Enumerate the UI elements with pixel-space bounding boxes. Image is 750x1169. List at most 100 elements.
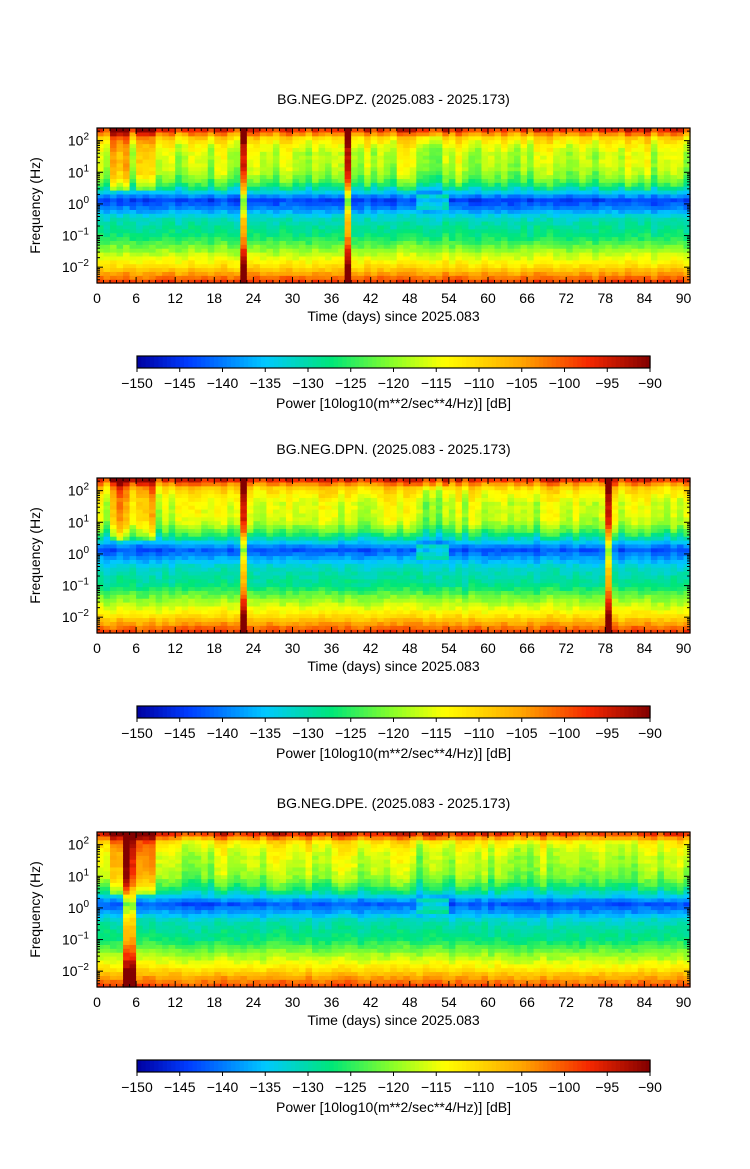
heatmap-cell	[201, 497, 209, 502]
heatmap-cell	[553, 252, 561, 257]
heatmap-cell	[572, 279, 580, 284]
heatmap-cell	[194, 574, 202, 580]
heatmap-cell	[194, 244, 202, 249]
heatmap-cell	[168, 252, 176, 257]
heatmap-cell	[663, 224, 672, 230]
heatmap-cell	[233, 224, 241, 230]
heatmap-cell	[292, 255, 300, 261]
heatmap-cell	[136, 248, 144, 253]
heatmap-cell	[409, 205, 417, 210]
heatmap-cell	[110, 236, 118, 241]
heatmap-cell	[181, 255, 189, 261]
heatmap-cell	[364, 151, 372, 156]
heatmap-cell	[162, 143, 170, 148]
heatmap-cell	[592, 155, 600, 160]
heatmap-cell	[299, 139, 307, 145]
heatmap-cell	[129, 166, 137, 172]
heatmap-cell	[468, 255, 476, 261]
heatmap-cell	[299, 190, 307, 195]
heatmap-cell	[455, 244, 463, 249]
heatmap-cell	[246, 162, 254, 168]
heatmap-cell	[155, 485, 163, 491]
heatmap-cell	[188, 248, 196, 253]
heatmap-cell	[305, 143, 313, 148]
heatmap-cell	[259, 279, 268, 284]
heatmap-cell	[207, 501, 215, 506]
heatmap-cell	[246, 159, 254, 164]
heatmap-cell	[142, 551, 150, 557]
heatmap-cell	[377, 178, 385, 183]
heatmap-cell	[246, 255, 254, 261]
heatmap-cell	[592, 186, 600, 191]
heatmap-cell	[338, 224, 346, 230]
heatmap-cell	[97, 532, 105, 537]
heatmap-cell	[676, 128, 685, 133]
heatmap-cell	[514, 221, 522, 226]
heatmap-cell	[129, 609, 137, 615]
heatmap-cell	[370, 143, 378, 148]
heatmap-cell	[214, 178, 222, 183]
heatmap-cell	[448, 139, 457, 145]
heatmap-cell	[142, 613, 150, 619]
heatmap-cell	[657, 267, 665, 272]
heatmap-cell	[155, 259, 163, 265]
heatmap-cell	[501, 232, 509, 238]
heatmap-cell	[97, 520, 105, 526]
heatmap-cell	[670, 166, 678, 172]
heatmap-cell	[116, 528, 124, 533]
heatmap-cell	[292, 224, 300, 230]
heatmap-cell	[285, 209, 294, 214]
heatmap-cell	[266, 224, 274, 230]
heatmap-cell	[338, 259, 346, 265]
heatmap-cell	[162, 590, 170, 595]
heatmap-cell	[220, 217, 228, 222]
heatmap-cell	[201, 563, 209, 568]
heatmap-cell	[416, 252, 424, 257]
heatmap-cell	[233, 520, 241, 526]
heatmap-cell	[422, 143, 430, 148]
heatmap-cell	[103, 520, 111, 526]
heatmap-cell	[559, 279, 567, 284]
colorbar-segment	[602, 356, 608, 368]
heatmap-cell	[181, 481, 189, 487]
heatmap-cell	[162, 609, 170, 615]
heatmap-cell	[227, 489, 235, 495]
heatmap-cell	[455, 279, 463, 284]
heatmap-cell	[162, 259, 170, 265]
heatmap-cell	[559, 128, 567, 133]
heatmap-cell	[149, 279, 157, 284]
heatmap-cell	[279, 201, 287, 207]
heatmap-cell	[553, 255, 561, 261]
heatmap-cell	[175, 178, 183, 183]
heatmap-cell	[540, 263, 548, 269]
heatmap-cell	[514, 205, 522, 210]
heatmap-cell	[487, 128, 496, 133]
heatmap-cell	[396, 244, 404, 249]
heatmap-cell	[233, 128, 241, 133]
heatmap-cell	[546, 221, 554, 226]
heatmap-cell	[305, 271, 313, 276]
colorbar-label: Power [10log10(m**2/sec**4/Hz)] [dB]	[276, 395, 511, 411]
heatmap-cell	[325, 267, 333, 272]
heatmap-cell	[220, 605, 228, 611]
heatmap-cell	[220, 174, 228, 179]
heatmap-cell	[624, 151, 632, 156]
heatmap-cell	[442, 240, 450, 245]
heatmap-cell	[162, 221, 170, 226]
heatmap-cell	[97, 555, 105, 560]
heatmap-cell	[507, 252, 515, 257]
heatmap-cell	[553, 228, 561, 234]
heatmap-cell	[624, 279, 632, 284]
heatmap-cell	[546, 224, 554, 230]
heatmap-cell	[663, 147, 672, 152]
heatmap-cell	[312, 143, 320, 148]
heatmap-cell	[220, 182, 228, 187]
heatmap-cell	[455, 259, 463, 265]
heatmap-cell	[253, 259, 261, 265]
heatmap-cell	[331, 248, 339, 253]
heatmap-cell	[227, 598, 235, 603]
heatmap-cell	[507, 186, 515, 191]
heatmap-cell	[598, 143, 606, 148]
heatmap-cell	[559, 221, 567, 226]
heatmap-cell	[220, 516, 228, 522]
